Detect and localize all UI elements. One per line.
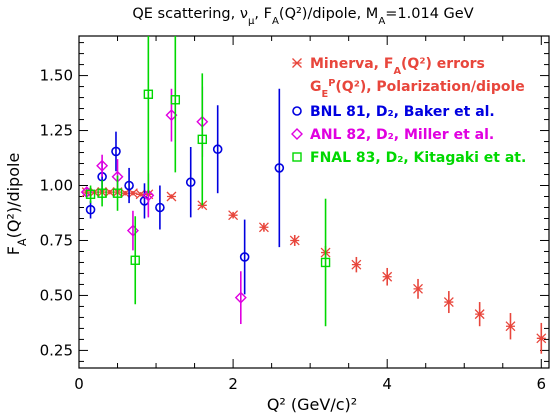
legend-entry-3: ANL 82, D₂, Miller et al. — [310, 127, 494, 143]
data-point-star — [474, 309, 485, 320]
data-point-star — [413, 283, 423, 294]
data-point-star — [505, 321, 516, 332]
y-axis-label: FA(Q²)/dipole — [4, 153, 29, 256]
data-point-diamond — [126, 224, 139, 237]
data-point-star — [351, 259, 362, 270]
legend-marker-circle — [292, 106, 302, 116]
data-point-circle — [239, 252, 250, 262]
series-circle — [85, 88, 285, 295]
data-point-circle — [185, 177, 196, 188]
data-point-square — [197, 134, 207, 145]
series-square — [85, 36, 331, 327]
data-point-circle — [274, 163, 285, 173]
plot-frame — [78, 35, 550, 369]
data-point-star — [104, 187, 115, 198]
x-tick-label: 4 — [382, 375, 392, 393]
axes: 0 2 4 6 0.25 0.50 0.75 1.00 1.25 1.50 — [40, 35, 550, 393]
data-point-square — [85, 189, 96, 200]
legend-marker-star — [292, 58, 302, 68]
data-point-square — [97, 188, 107, 198]
data-point-diamond — [96, 159, 109, 172]
series-star — [81, 187, 547, 354]
data-point-circle — [111, 146, 121, 157]
x-tick-label: 6 — [537, 375, 547, 393]
legend-entry-2: BNL 81, D₂, Baker et al. — [310, 104, 495, 120]
data-point-circle — [212, 144, 223, 155]
data-point-circle — [124, 180, 134, 191]
data-point-square — [130, 255, 140, 265]
data-point-square — [143, 89, 154, 99]
y-tick-label: 0.50 — [40, 286, 73, 304]
y-tick-label: 0.75 — [40, 231, 73, 249]
x-axis-label: Q² (GeV/c)² — [267, 395, 357, 414]
data-point-star — [443, 297, 454, 307]
data-point-star — [166, 191, 177, 202]
data-point-circle — [155, 202, 165, 213]
chart-title: QE scattering, νμ, FA(Q²)/dipole, MA=1.0… — [132, 6, 473, 27]
data-point-square — [170, 95, 181, 105]
data-point-square — [112, 188, 123, 198]
data-point-star — [289, 235, 300, 246]
x-tick-label: 2 — [228, 375, 238, 393]
y-tick-label: 1.25 — [40, 122, 73, 140]
data-point-star — [258, 222, 269, 233]
data-point-diamond — [142, 189, 155, 202]
data-point-square — [320, 257, 331, 268]
legend-entry-1: GEP(Q²), Polarization/dipole — [310, 78, 525, 100]
legend-marker-diamond — [291, 128, 303, 140]
legend-marker-square — [292, 152, 302, 162]
data-point-star — [228, 210, 239, 221]
data-point-diamond — [234, 291, 247, 304]
legend-entry-4: FNAL 83, D₂, Kitagaki et at. — [310, 150, 526, 166]
y-tick-label: 0.25 — [40, 341, 73, 359]
legend-entry-0: Minerva, FA(Q²) errors — [310, 56, 485, 77]
x-tick-label: 0 — [74, 375, 84, 393]
y-tick-label: 1.00 — [40, 177, 73, 195]
data-point-circle — [85, 204, 96, 215]
series-layer — [80, 36, 547, 354]
data-point-star — [536, 333, 547, 344]
y-tick-label: 1.50 — [40, 67, 73, 85]
data-point-star — [382, 271, 393, 282]
